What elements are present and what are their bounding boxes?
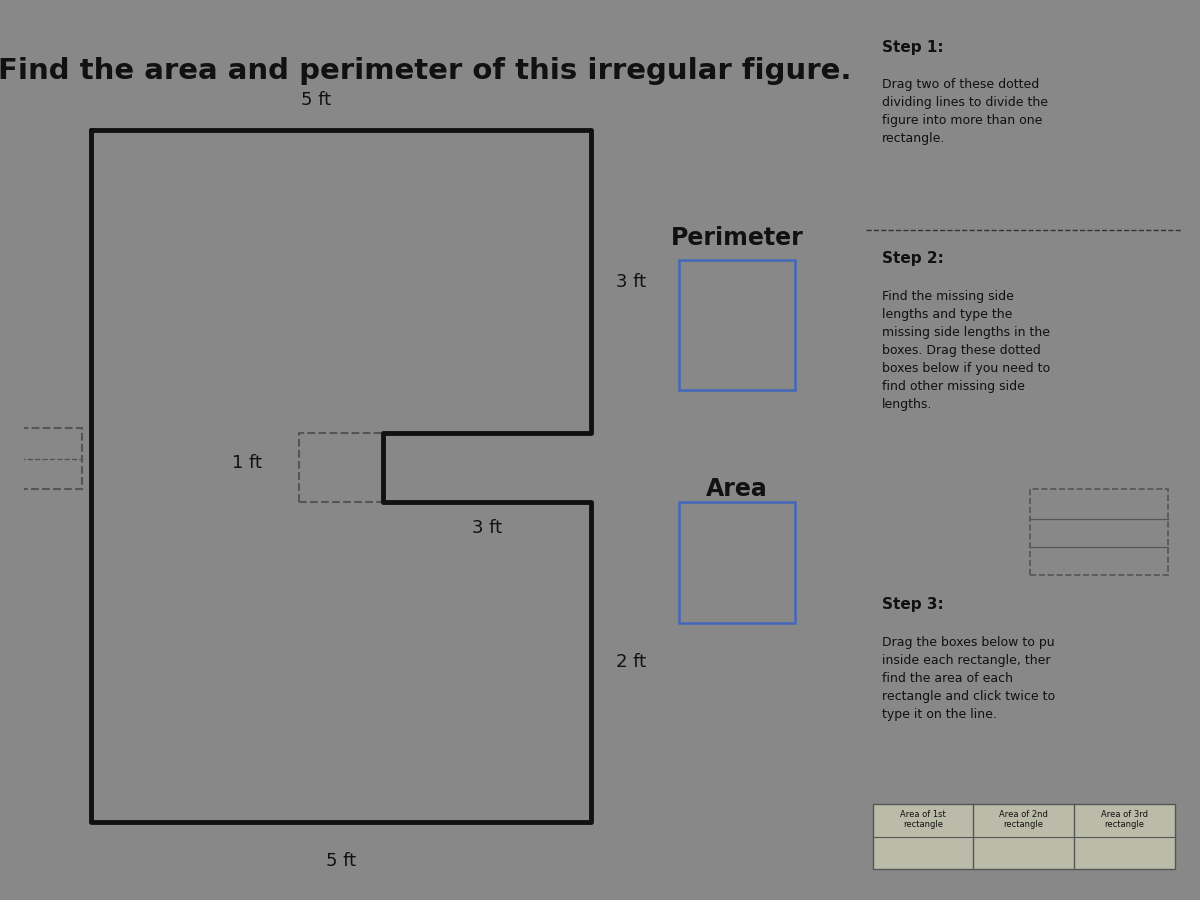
Text: Perimeter: Perimeter: [671, 226, 804, 250]
Text: Step 2:: Step 2:: [882, 251, 944, 266]
Text: 5 ft: 5 ft: [301, 91, 331, 109]
Text: Area: Area: [706, 477, 768, 501]
Text: Area of 3rd
rectangle: Area of 3rd rectangle: [1100, 810, 1147, 830]
Bar: [679, 260, 796, 390]
Text: 3 ft: 3 ft: [616, 273, 647, 291]
Bar: [679, 502, 796, 623]
Text: 1 ft: 1 ft: [233, 454, 263, 472]
Text: Find the missing side
lengths and type the
missing side lengths in the
boxes. Dr: Find the missing side lengths and type t…: [882, 290, 1050, 411]
Text: Step 3:: Step 3:: [882, 597, 944, 612]
Text: 3 ft: 3 ft: [472, 519, 502, 537]
Bar: [1030, 489, 1169, 575]
Text: Area of 2nd
rectangle: Area of 2nd rectangle: [1000, 810, 1048, 830]
Text: Drag two of these dotted
dividing lines to divide the
figure into more than one
: Drag two of these dotted dividing lines …: [882, 78, 1048, 146]
Text: Find the area and perimeter of this irregular figure.: Find the area and perimeter of this irre…: [0, 57, 851, 85]
Bar: [872, 805, 1175, 869]
Text: Step 1:: Step 1:: [882, 40, 943, 55]
Text: Drag the boxes below to pu
inside each rectangle, ther
find the area of each
rec: Drag the boxes below to pu inside each r…: [882, 635, 1055, 721]
Text: Area of 1st
rectangle: Area of 1st rectangle: [900, 810, 946, 830]
Text: 5 ft: 5 ft: [326, 851, 356, 869]
Text: 2 ft: 2 ft: [616, 652, 647, 670]
